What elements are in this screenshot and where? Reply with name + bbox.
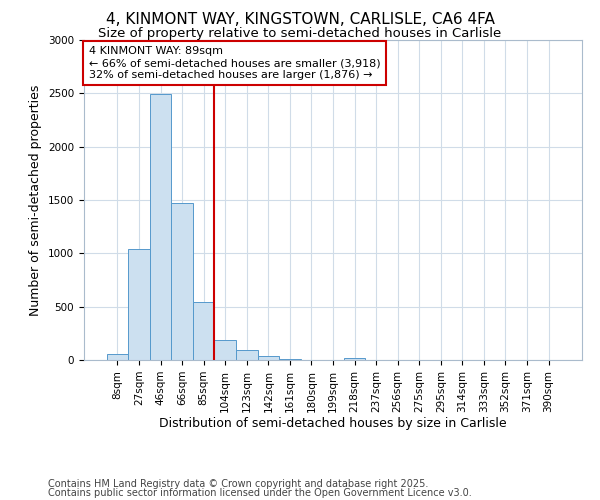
Bar: [257, 356, 279, 360]
Y-axis label: Number of semi-detached properties: Number of semi-detached properties: [29, 84, 43, 316]
X-axis label: Distribution of semi-detached houses by size in Carlisle: Distribution of semi-detached houses by …: [159, 418, 507, 430]
Text: 4 KINMONT WAY: 89sqm
← 66% of semi-detached houses are smaller (3,918)
32% of se: 4 KINMONT WAY: 89sqm ← 66% of semi-detac…: [89, 46, 380, 80]
Bar: [236, 350, 257, 360]
Bar: [150, 94, 172, 360]
Text: 4, KINMONT WAY, KINGSTOWN, CARLISLE, CA6 4FA: 4, KINMONT WAY, KINGSTOWN, CARLISLE, CA6…: [106, 12, 494, 28]
Text: Contains public sector information licensed under the Open Government Licence v3: Contains public sector information licen…: [48, 488, 472, 498]
Text: Size of property relative to semi-detached houses in Carlisle: Size of property relative to semi-detach…: [98, 28, 502, 40]
Bar: [214, 340, 236, 360]
Bar: [344, 358, 365, 360]
Bar: [128, 249, 150, 360]
Bar: [107, 354, 128, 360]
Text: Contains HM Land Registry data © Crown copyright and database right 2025.: Contains HM Land Registry data © Crown c…: [48, 479, 428, 489]
Bar: [193, 302, 214, 360]
Bar: [172, 203, 193, 360]
